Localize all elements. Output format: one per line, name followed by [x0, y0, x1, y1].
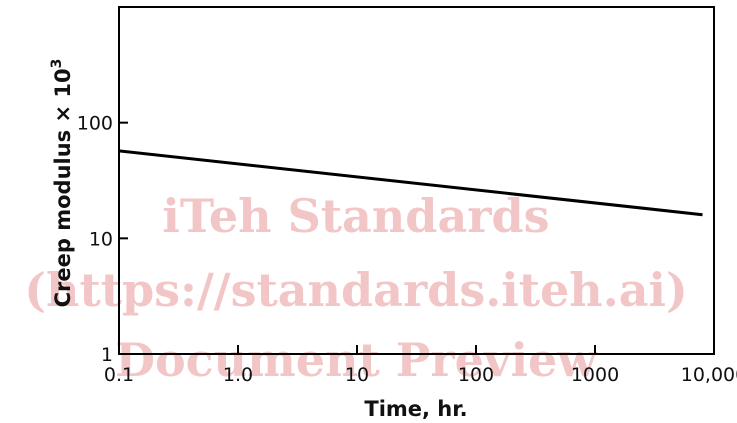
- y-tick-label: 10: [89, 228, 113, 250]
- series-group: [118, 149, 703, 217]
- series-line: [118, 149, 703, 217]
- watermark-line-3: Document Preview: [115, 333, 598, 387]
- x-tick-label: 0.1: [104, 364, 134, 386]
- plot-frame: [118, 6, 715, 355]
- y-tick-label: 1: [101, 344, 113, 366]
- y-axis-title-exponent: 3: [49, 59, 65, 69]
- x-axis-ticks: 0.1 1.0 10 100 1000 10,000: [104, 345, 737, 386]
- x-tick-label: 10: [345, 364, 369, 386]
- watermark-line-2: (https://standards.iteh.ai): [24, 263, 688, 317]
- x-tick-label: 100: [458, 364, 494, 386]
- y-axis-title: Creep modulus × 103: [49, 59, 75, 308]
- watermark: iTeh Standards (https://standards.iteh.a…: [24, 189, 688, 387]
- x-tick-label: 1000: [571, 364, 619, 386]
- y-axis-ticks: 1 10 100: [77, 113, 128, 366]
- x-tick-label: 1.0: [223, 364, 253, 386]
- y-axis-title-base: Creep modulus × 10: [51, 68, 75, 307]
- x-axis-title: Time, hr.: [364, 397, 467, 421]
- watermark-line-1: iTeh Standards: [162, 189, 549, 243]
- x-tick-label: 10,000: [681, 364, 737, 386]
- y-tick-label: 100: [77, 113, 113, 135]
